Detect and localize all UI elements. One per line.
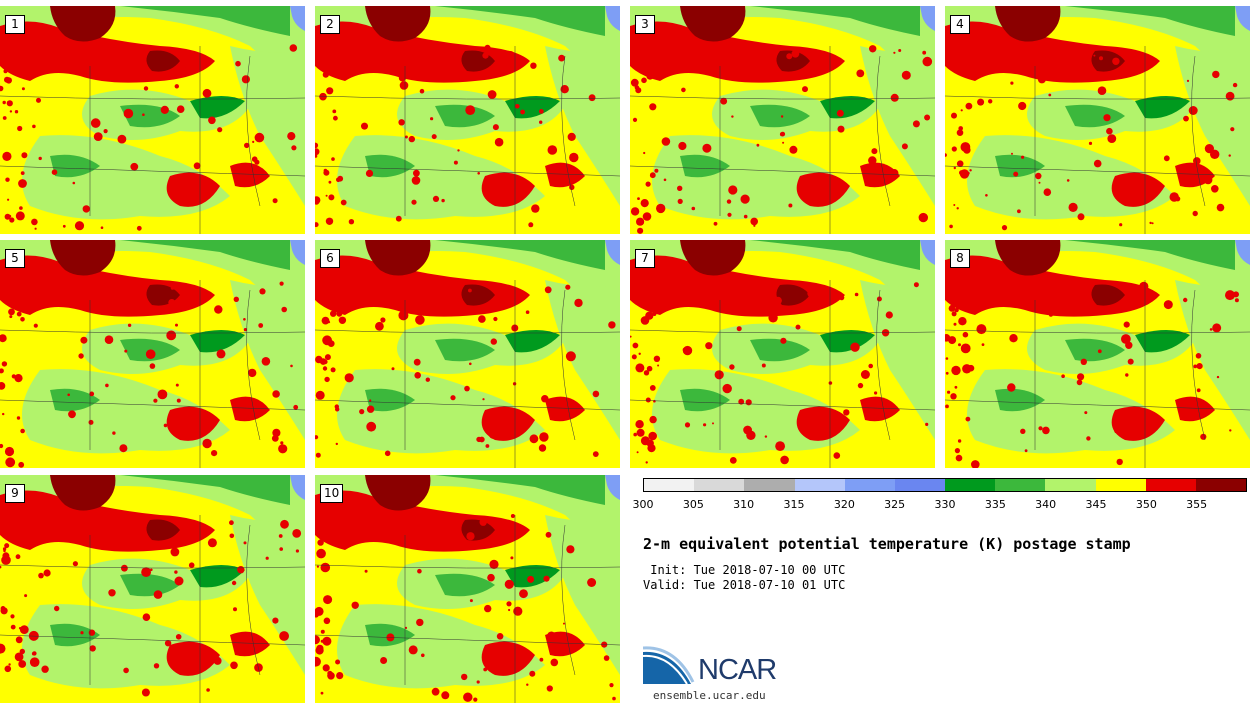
colorbar-swatch [894,479,946,491]
valid-time: Valid: Tue 2018-07-10 01 UTC [643,578,846,592]
theta-e-map [0,475,305,703]
member-number-label: 10 [320,484,344,503]
logo-text: NCAR [698,654,777,686]
colorbar-swatch [1145,479,1196,491]
colorbar-swatch [844,479,895,491]
colorbar-tick-label: 335 [984,498,1006,511]
theta-e-map [315,475,620,703]
member-panel-10: 10 [315,475,620,703]
colorbar-swatch [995,479,1046,491]
ncar-logo-icon [643,646,695,685]
init-time: Init: Tue 2018-07-10 00 UTC [643,563,846,577]
colorbar-tick-label: 355 [1186,498,1208,511]
colorbar-swatch [1045,479,1096,491]
colorbar-tick-label: 350 [1135,498,1157,511]
colorbar-tick-label: 345 [1085,498,1107,511]
colorbar-tick-label: 315 [783,498,805,511]
member-number-label: 3 [635,15,655,34]
colorbar-swatch [945,479,996,491]
colorbar-tick-label: 330 [934,498,956,511]
colorbar [643,478,1247,492]
member-panel-6: 6 [315,240,620,468]
member-panel-8: 8 [945,240,1250,468]
member-number-label: 9 [5,484,25,503]
member-panel-5: 5 [0,240,305,468]
colorbar-swatch [1095,479,1146,491]
colorbar-ticks: 300 305 310 315 320 325 330 335 340 345 350 355 [633,498,1247,512]
member-number-label: 8 [950,249,970,268]
member-number-label: 7 [635,249,655,268]
member-panel-4: 4 [945,6,1250,234]
member-number-label: 1 [5,15,25,34]
theta-e-map [0,6,305,234]
theta-e-map [0,240,305,468]
member-number-label: 2 [320,15,340,34]
member-number-label: 6 [320,249,340,268]
colorbar-tick-label: 305 [682,498,704,511]
colorbar-swatch [644,479,695,491]
plot-title: 2-m equivalent potential temperature (K)… [643,535,1131,553]
member-panel-3: 3 [630,6,935,234]
theta-e-map [315,240,620,468]
colorbar-tick-label: 310 [733,498,755,511]
member-panel-7: 7 [630,240,935,468]
member-panel-1: 1 [0,6,305,234]
theta-e-map [945,240,1250,468]
colorbar-tick-label: 340 [1035,498,1057,511]
colorbar-swatch [1195,479,1247,491]
colorbar-tick-label: 300 [632,498,654,511]
theta-e-map [945,6,1250,234]
logo-url: ensemble.ucar.edu [653,689,766,702]
member-number-label: 5 [5,249,25,268]
member-panel-2: 2 [315,6,620,234]
colorbar-tick-label: 320 [833,498,855,511]
member-panel-9: 9 [0,475,305,703]
colorbar-swatch [744,479,795,491]
colorbar-swatch [694,479,745,491]
member-number-label: 4 [950,15,970,34]
colorbar-swatch [794,479,845,491]
colorbar-tick-label: 325 [884,498,906,511]
theta-e-map [630,240,935,468]
theta-e-map [315,6,620,234]
theta-e-map [630,6,935,234]
